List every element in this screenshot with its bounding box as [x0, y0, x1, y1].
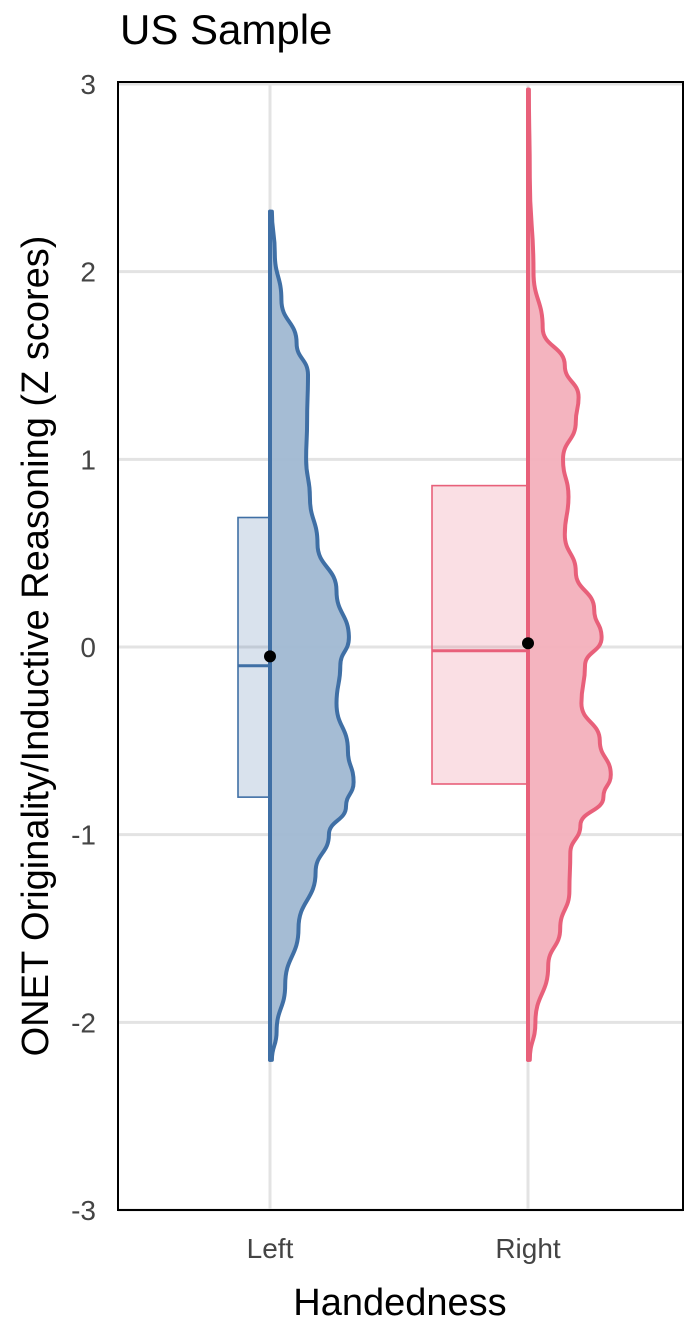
y-tick-label: 3: [80, 69, 96, 100]
violin-right: [526, 87, 613, 1062]
x-tick-label-right: Right: [495, 1233, 561, 1264]
y-tick-label: 2: [80, 257, 96, 288]
y-tick-label: -1: [71, 820, 96, 851]
mean-point-left: [264, 650, 276, 663]
y-tick-label: 1: [80, 444, 96, 475]
chart-title: US Sample: [120, 6, 332, 53]
violin-layer: [268, 87, 613, 1062]
y-tick-labels: 3 2 1 0 -1 -2 -3: [71, 69, 96, 1226]
plot-panel-border: [117, 81, 684, 1211]
y-tick-label: 0: [80, 632, 96, 663]
y-tick-label: -3: [71, 1195, 96, 1226]
mean-layer: [264, 637, 534, 663]
x-tick-label-left: Left: [247, 1233, 294, 1264]
x-tick-labels: Left Right: [247, 1233, 561, 1264]
box-right: [431, 484, 529, 785]
y-axis-title: ONET Originality/Inductive Reasoning (Z …: [15, 236, 57, 1057]
violin-left: [268, 209, 356, 1062]
y-tick-label: -2: [71, 1007, 96, 1038]
mean-point-right: [522, 637, 534, 650]
x-axis-title: Handedness: [293, 1282, 506, 1320]
